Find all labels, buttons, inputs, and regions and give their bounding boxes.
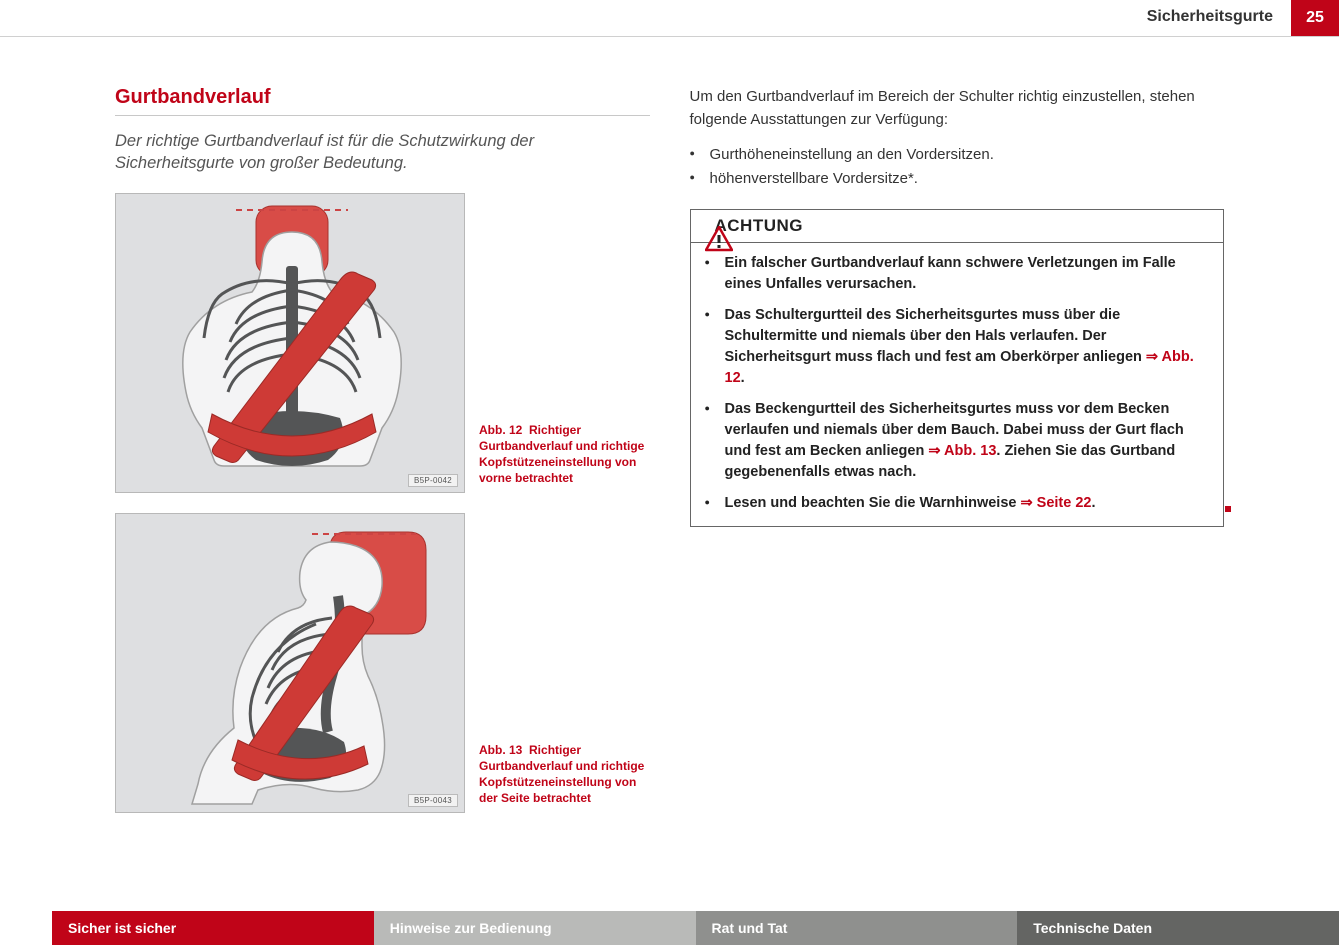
warning-item: Das Beckengurtteil des Sicherheitsgurtes… (705, 399, 1210, 483)
warning-item: Das Schultergurtteil des Sicherheitsgurt… (705, 305, 1210, 389)
section-heading: Gurtbandverlauf (115, 86, 650, 116)
footer-tab[interactable]: Hinweise zur Bedienung (374, 911, 696, 945)
intro-text: Um den Gurtbandverlauf im Bereich der Sc… (690, 86, 1225, 131)
end-marker-icon (1225, 506, 1231, 512)
warning-item: Lesen und beachten Sie die Warnhinweise … (705, 493, 1210, 514)
footer-tab-active[interactable]: Sicher ist sicher (52, 911, 374, 945)
warning-box: ACHTUNG Ein falscher Gurtbandverlauf kan… (690, 209, 1225, 527)
figure-12-caption: Abb. 12 Richtiger Gurtbandverlauf und ri… (479, 422, 650, 493)
right-column: Um den Gurtbandverlauf im Bereich der Sc… (690, 86, 1225, 885)
footer-tab-label: Technische Daten (1033, 920, 1152, 936)
content-area: Gurtbandverlauf Der richtige Gurtbandver… (115, 86, 1224, 885)
lead-text: Der richtige Gurtbandverlauf ist für die… (115, 130, 650, 175)
header-rule (0, 36, 1339, 37)
warning-body: Ein falscher Gurtbandverlauf kann schwer… (691, 243, 1224, 526)
page-header: Sicherheitsgurte 25 (1147, 0, 1339, 36)
feature-list: Gurthöheneinstellung an den Vordersitzen… (690, 143, 1225, 191)
list-item: höhenverstellbare Vordersitze*. (690, 167, 1225, 191)
figure-12-tag: B5P-0042 (408, 474, 458, 487)
list-item: Gurthöheneinstellung an den Vordersitzen… (690, 143, 1225, 167)
footer-gap (0, 911, 52, 945)
warning-header: ACHTUNG (691, 210, 1224, 243)
footer-tab-label: Rat und Tat (712, 920, 788, 936)
figure-13-tag: B5P-0043 (408, 794, 458, 807)
figure-13: B5P-0043 (115, 513, 465, 813)
figure-12-caption-prefix: Abb. 12 (479, 423, 522, 437)
warning-item-text: . (1091, 495, 1095, 511)
footer-tab[interactable]: Rat und Tat (696, 911, 1018, 945)
page-reference: ⇒ Seite 22 (1020, 495, 1091, 511)
figure-12-row: B5P-0042 Abb. 12 Richtiger Gurtbandverla… (115, 193, 650, 493)
footer-tab-label: Sicher ist sicher (68, 920, 176, 936)
figure-13-caption-prefix: Abb. 13 (479, 743, 522, 757)
page-number-badge: 25 (1291, 0, 1339, 36)
figure-reference: ⇒ Abb. 13 (928, 443, 996, 459)
warning-item-text: Lesen und beachten Sie die Warnhinweise (725, 495, 1021, 511)
warning-item-text: Ein falscher Gurtbandverlauf kann schwer… (725, 255, 1176, 292)
figure-13-caption: Abb. 13 Richtiger Gurtbandverlauf und ri… (479, 742, 650, 813)
warning-item-text: Das Schultergurtteil des Sicherheitsgurt… (725, 307, 1146, 365)
left-column: Gurtbandverlauf Der richtige Gurtbandver… (115, 86, 650, 885)
footer-tab[interactable]: Technische Daten (1017, 911, 1339, 945)
warning-item-text: . (741, 370, 745, 386)
footer-tabs: Sicher ist sicher Hinweise zur Bedienung… (0, 911, 1339, 945)
footer-tab-label: Hinweise zur Bedienung (390, 920, 552, 936)
figure-12: B5P-0042 (115, 193, 465, 493)
figure-13-row: B5P-0043 Abb. 13 Richtiger Gurtbandverla… (115, 513, 650, 813)
section-title: Sicherheitsgurte (1147, 0, 1291, 26)
warning-item: Ein falscher Gurtbandverlauf kann schwer… (705, 253, 1210, 295)
